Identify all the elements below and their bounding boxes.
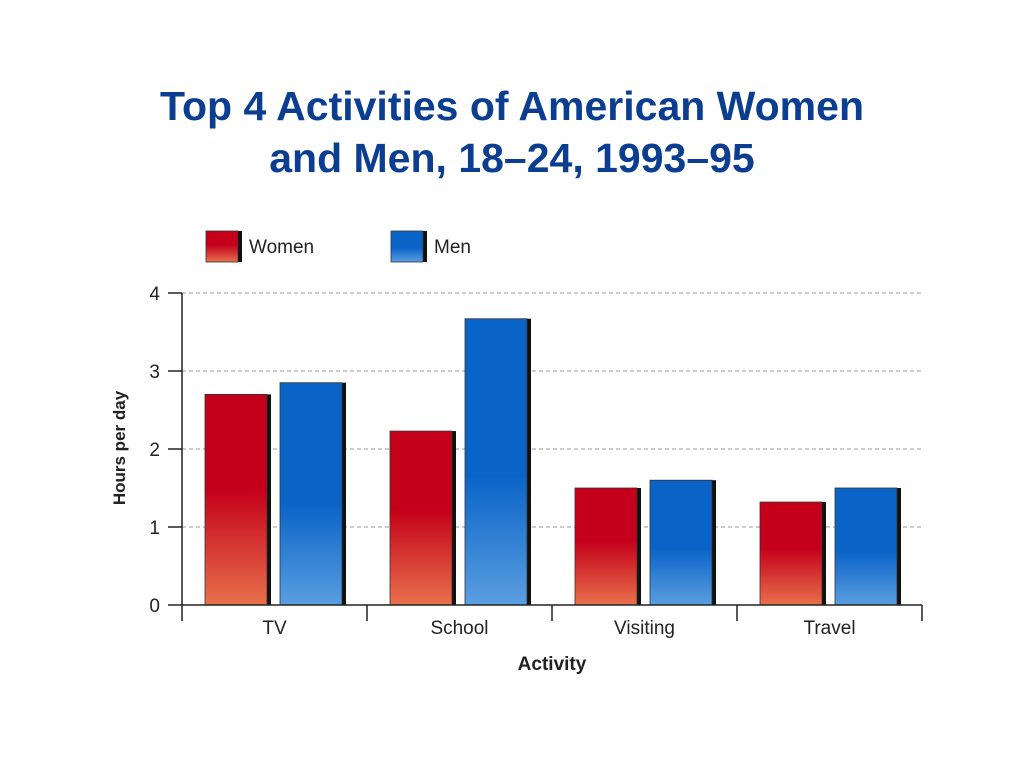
chart-title-line-1: Top 4 Activities of American Women (160, 83, 864, 129)
chart-legend: Women Men (205, 230, 471, 263)
x-tick-label: TV (262, 618, 287, 639)
axes: 0 1 2 3 4 TV School Visiting Travel (149, 284, 923, 639)
bar (649, 479, 713, 606)
legend-label: Men (434, 237, 471, 258)
bar (574, 487, 638, 606)
x-tick-label: Visiting (614, 618, 675, 639)
y-tick-label: 2 (149, 440, 160, 461)
bar (204, 393, 268, 606)
bars (204, 318, 901, 606)
legend-label: Women (249, 237, 314, 258)
bar (834, 487, 898, 606)
bar (279, 382, 343, 606)
y-axis-title: Hours per day (110, 390, 129, 505)
legend-swatch (390, 230, 424, 263)
legend-swatch (205, 230, 239, 263)
y-tick-label: 4 (149, 284, 160, 305)
bar (759, 501, 823, 606)
y-tick-label: 0 (149, 596, 160, 617)
bar (464, 318, 528, 606)
bar (389, 430, 453, 606)
x-tick-label: School (430, 618, 488, 639)
chart-title-line-2: and Men, 18–24, 1993–95 (269, 135, 755, 181)
x-tick-label: Travel (803, 618, 855, 639)
y-tick-label: 1 (149, 518, 160, 539)
chart-title: Top 4 Activities of American Women and M… (0, 80, 1024, 184)
y-tick-label: 3 (149, 362, 160, 383)
x-axis-title: Activity (518, 654, 587, 675)
